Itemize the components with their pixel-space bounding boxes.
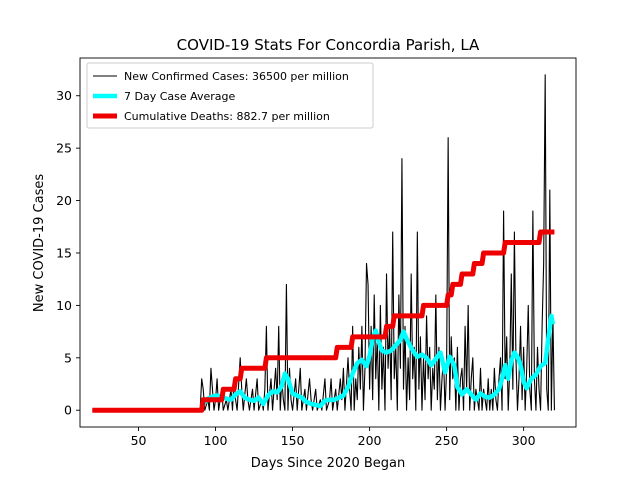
y-tick-label: 25 bbox=[56, 141, 72, 156]
x-tick-label: 100 bbox=[204, 433, 228, 448]
y-tick-label: 30 bbox=[56, 88, 72, 103]
y-tick-label: 15 bbox=[56, 245, 72, 260]
legend-label-1: New Confirmed Cases: 36500 per million bbox=[124, 70, 349, 83]
x-axis-label: Days Since 2020 Began bbox=[251, 456, 406, 471]
x-tick-label: 50 bbox=[131, 433, 147, 448]
y-axis-label: New COVID-19 Cases bbox=[32, 174, 47, 312]
x-tick-label: 250 bbox=[435, 433, 459, 448]
x-tick-label: 200 bbox=[358, 433, 382, 448]
legend-label-2: 7 Day Case Average bbox=[124, 90, 236, 103]
y-tick-label: 5 bbox=[64, 350, 72, 365]
x-tick-label: 300 bbox=[512, 433, 536, 448]
y-tick-label: 20 bbox=[56, 193, 72, 208]
series-line-2 bbox=[199, 313, 556, 409]
legend-label-3: Cumulative Deaths: 882.7 per million bbox=[124, 110, 330, 123]
series-line-3 bbox=[92, 229, 555, 413]
chart-title: COVID-19 Stats For Concordia Parish, LA bbox=[177, 36, 480, 54]
y-tick-label: 10 bbox=[56, 298, 72, 313]
y-tick-label: 0 bbox=[64, 403, 72, 418]
series-line-1 bbox=[92, 74, 555, 411]
legend-box bbox=[86, 62, 374, 129]
plot-frame bbox=[79, 57, 577, 428]
x-tick-label: 150 bbox=[281, 433, 305, 448]
